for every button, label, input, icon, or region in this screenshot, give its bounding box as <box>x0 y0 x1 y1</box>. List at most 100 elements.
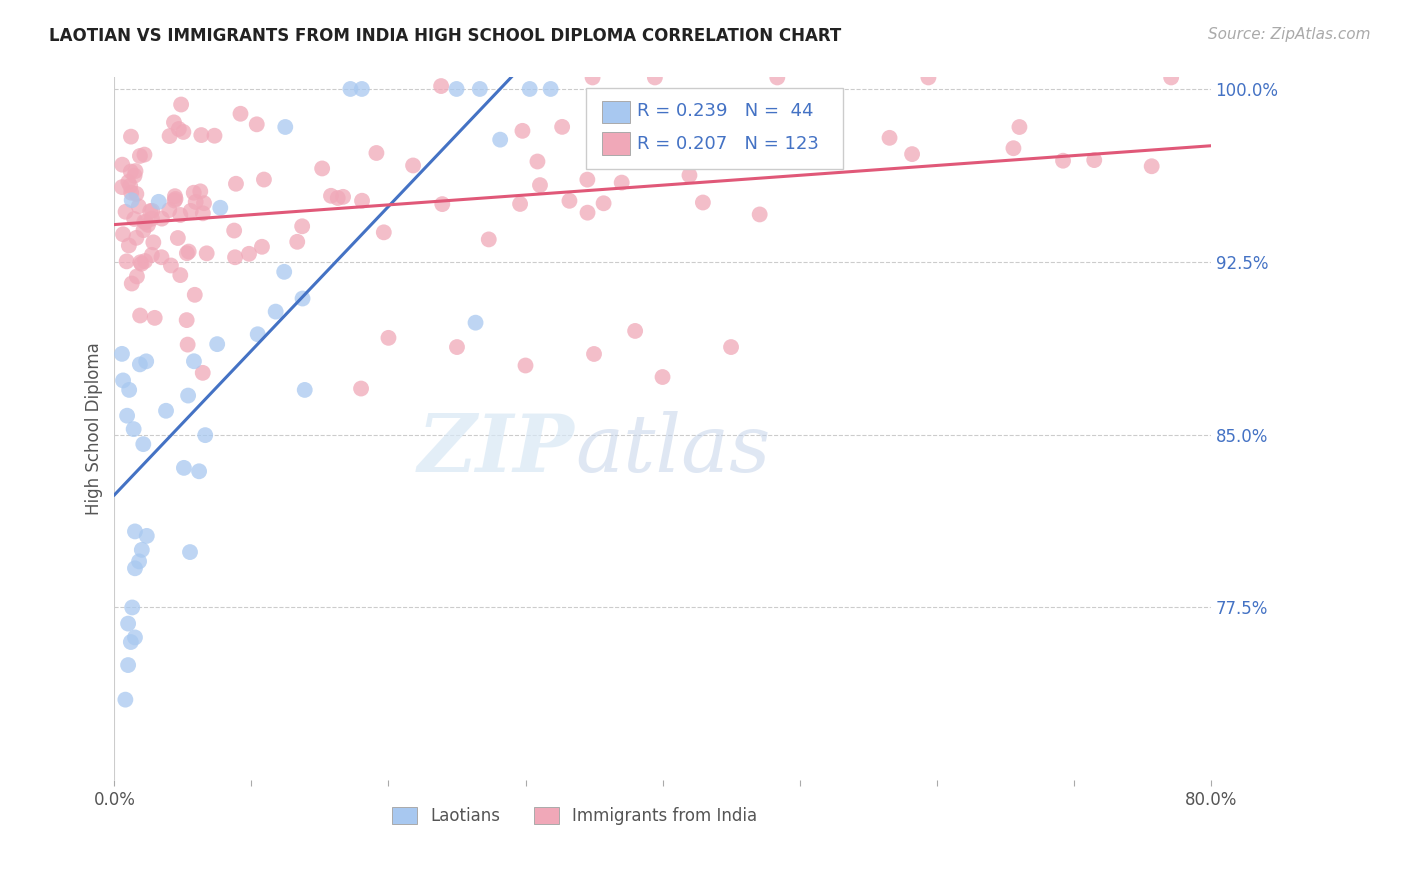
Point <box>446 82 468 96</box>
Point <box>120 635 142 649</box>
Point <box>129 149 152 163</box>
Point <box>478 232 501 246</box>
Point <box>141 203 163 218</box>
Point <box>1160 70 1182 85</box>
Point <box>464 316 486 330</box>
Point <box>770 145 793 160</box>
Y-axis label: High School Diploma: High School Diploma <box>86 343 103 516</box>
Point <box>294 383 316 397</box>
Point <box>205 337 228 351</box>
Point <box>124 524 146 539</box>
Point <box>121 193 143 207</box>
Point <box>204 128 226 143</box>
Point <box>350 382 373 396</box>
Point <box>114 204 136 219</box>
Point <box>193 196 215 211</box>
Point <box>115 254 138 268</box>
Point <box>134 254 156 268</box>
Point <box>468 82 491 96</box>
Point <box>582 347 605 361</box>
Point <box>748 207 770 221</box>
Point <box>519 82 541 96</box>
Text: ZIP: ZIP <box>418 411 575 489</box>
Point <box>184 288 207 302</box>
Point <box>121 600 143 615</box>
Point <box>121 277 143 291</box>
Point <box>148 194 170 209</box>
Point <box>163 194 186 208</box>
Point <box>229 107 252 121</box>
Point <box>188 464 211 478</box>
Point <box>225 177 247 191</box>
Point <box>402 159 425 173</box>
Point <box>350 82 373 96</box>
Point <box>166 231 188 245</box>
Point <box>509 197 531 211</box>
Legend: Laotians, Immigrants from India: Laotians, Immigrants from India <box>392 806 758 825</box>
Point <box>136 218 159 232</box>
Point <box>291 292 314 306</box>
Point <box>224 250 246 264</box>
Point <box>141 248 163 262</box>
Point <box>128 357 150 371</box>
Point <box>592 196 614 211</box>
Point <box>131 257 153 271</box>
Point <box>176 246 198 260</box>
Point <box>134 214 156 228</box>
Point <box>125 269 148 284</box>
Point <box>135 354 157 368</box>
Text: atlas: atlas <box>575 411 770 489</box>
Point <box>644 70 666 85</box>
Point <box>766 70 789 85</box>
Point <box>167 122 190 136</box>
Point <box>165 192 187 206</box>
Point <box>489 133 512 147</box>
Point <box>326 191 349 205</box>
Point <box>124 164 146 178</box>
Bar <box>602 132 630 154</box>
Point <box>576 205 599 219</box>
Point <box>730 110 752 124</box>
Point <box>1002 141 1025 155</box>
Point <box>311 161 333 176</box>
Point <box>188 185 211 199</box>
Point <box>526 154 548 169</box>
Point <box>339 82 361 96</box>
Point <box>159 129 181 144</box>
Point <box>176 337 198 351</box>
Point <box>720 340 742 354</box>
Bar <box>602 101 630 123</box>
Point <box>112 227 135 242</box>
Point <box>430 78 453 93</box>
Point <box>128 199 150 213</box>
Point <box>172 125 194 139</box>
Point <box>124 631 146 645</box>
FancyBboxPatch shape <box>586 88 844 169</box>
Point <box>129 255 152 269</box>
Text: R = 0.207   N = 123: R = 0.207 N = 123 <box>637 135 820 153</box>
Point <box>238 247 260 261</box>
Point <box>184 194 207 209</box>
Point <box>163 115 186 129</box>
Point <box>141 211 163 226</box>
Point <box>179 545 201 559</box>
Point <box>558 194 581 208</box>
Point <box>150 211 173 226</box>
Point <box>879 131 901 145</box>
Point <box>160 259 183 273</box>
Point <box>125 231 148 245</box>
Point <box>373 225 395 239</box>
Point <box>446 340 468 354</box>
Point <box>124 169 146 183</box>
Point <box>432 197 454 211</box>
Text: LAOTIAN VS IMMIGRANTS FROM INDIA HIGH SCHOOL DIPLOMA CORRELATION CHART: LAOTIAN VS IMMIGRANTS FROM INDIA HIGH SC… <box>49 27 841 45</box>
Point <box>120 186 142 200</box>
Point <box>120 129 142 144</box>
Point <box>150 250 173 264</box>
Point <box>1052 153 1074 168</box>
Point <box>134 147 156 161</box>
Point <box>169 208 191 222</box>
Point <box>177 388 200 402</box>
Point <box>285 235 308 249</box>
Point <box>111 158 134 172</box>
